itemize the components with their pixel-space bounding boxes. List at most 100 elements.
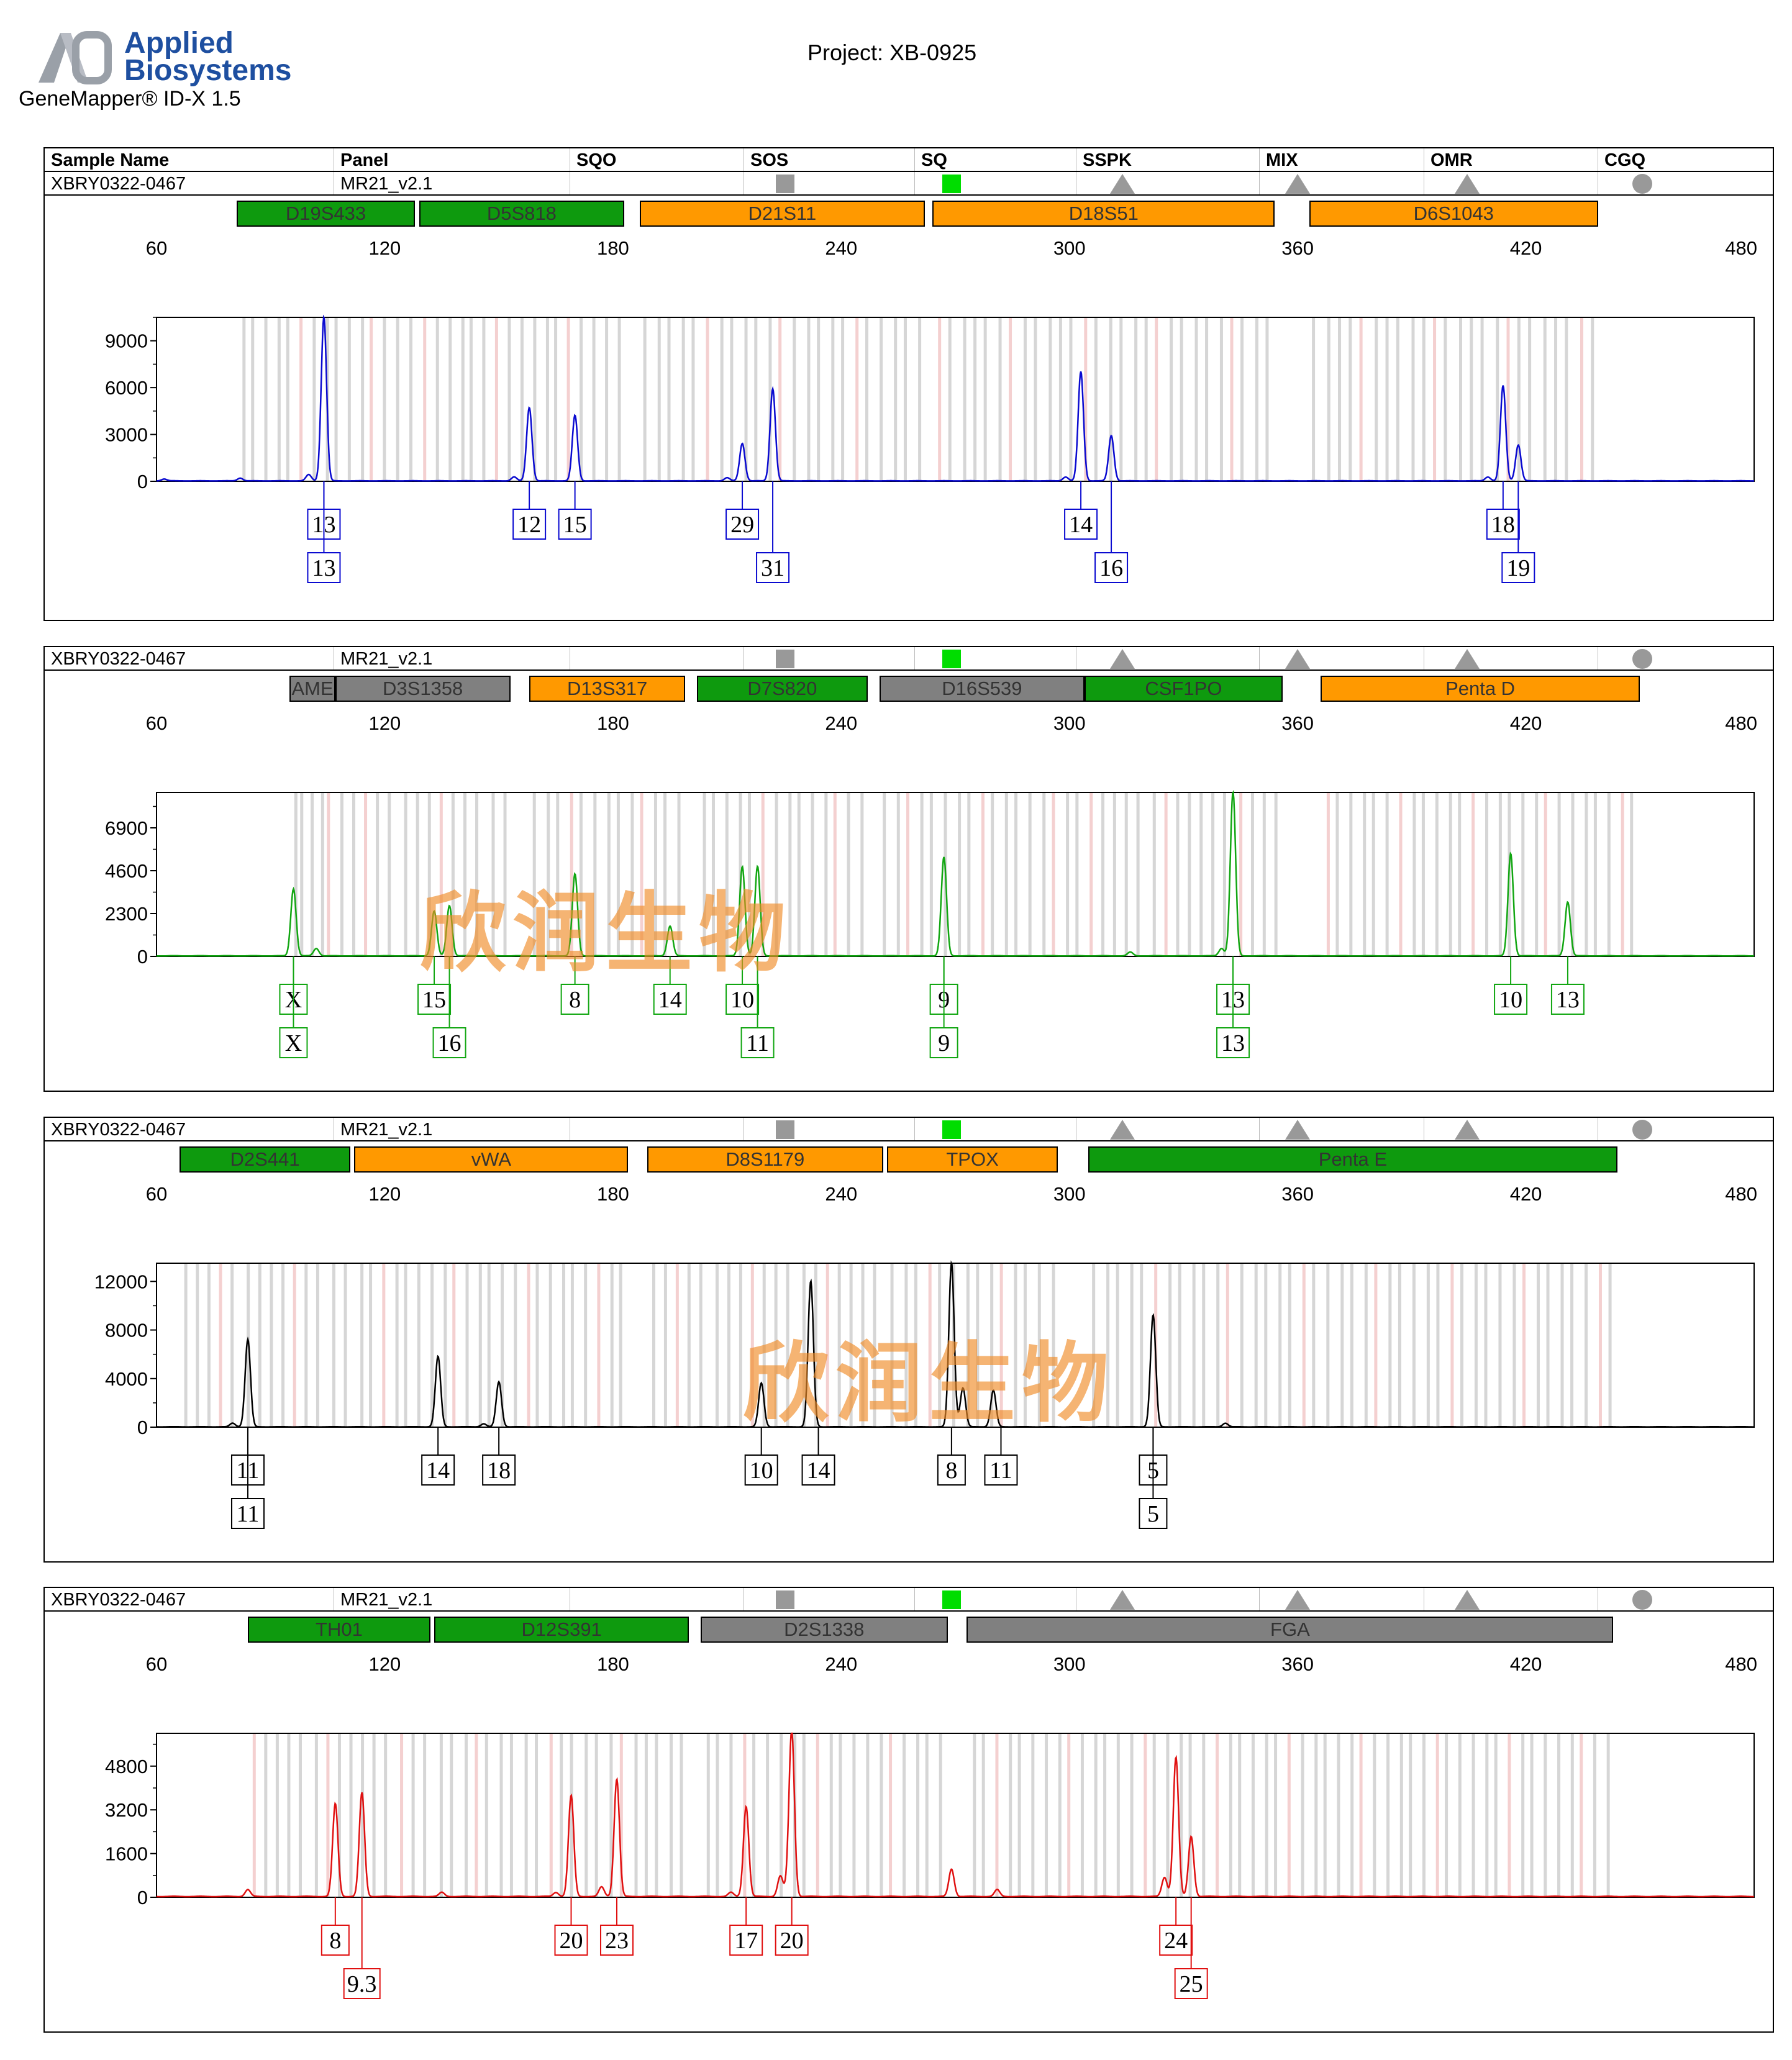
allele-bin-line bbox=[1536, 1263, 1540, 1427]
allele-bin-line bbox=[655, 1733, 658, 1897]
column-header-sq[interactable]: SQ bbox=[914, 148, 1076, 171]
allele-bin-line bbox=[1337, 1733, 1340, 1897]
allele-bin-line bbox=[1373, 1733, 1376, 1897]
allele-bin-line bbox=[314, 1733, 318, 1897]
allele-label: 9 bbox=[938, 1030, 950, 1056]
column-header-sqo[interactable]: SQO bbox=[570, 148, 744, 171]
allele-bin-line bbox=[450, 1733, 453, 1897]
allele-box bbox=[1174, 1968, 1208, 1999]
locus-marker[interactable]: D13S317 bbox=[529, 676, 686, 702]
column-header-mix[interactable]: MIX bbox=[1259, 148, 1424, 171]
column-header-cgq[interactable]: CGQ bbox=[1598, 148, 1775, 171]
quality-cell bbox=[1076, 172, 1259, 194]
cgq-status-circle-icon bbox=[1632, 174, 1652, 194]
locus-marker[interactable]: D6S1043 bbox=[1309, 201, 1598, 227]
locus-marker[interactable]: TPOX bbox=[886, 1146, 1058, 1173]
allele-bin-line bbox=[824, 792, 828, 956]
allele-bin-line bbox=[1411, 317, 1415, 481]
allele-bin-line bbox=[939, 1733, 942, 1897]
locus-marker[interactable]: D8S1179 bbox=[647, 1146, 883, 1173]
allele-call: 18 bbox=[482, 1427, 516, 1486]
column-header-sample-name[interactable]: Sample Name bbox=[51, 150, 170, 170]
allele-bin-line bbox=[918, 317, 922, 481]
allele-bin-line bbox=[1106, 1263, 1110, 1427]
quality-cell bbox=[914, 1588, 1076, 1610]
allele-bin-line bbox=[1585, 1263, 1588, 1427]
bin-virtual-line bbox=[761, 792, 765, 956]
bin-virtual-line bbox=[1326, 792, 1330, 956]
quality-cell bbox=[914, 1118, 1076, 1140]
locus-marker[interactable]: D5S818 bbox=[419, 201, 625, 227]
locus-marker[interactable]: AME bbox=[289, 676, 335, 702]
allele-bin-line bbox=[925, 1733, 929, 1897]
allele-bin-line bbox=[361, 317, 365, 481]
allele-bin-line bbox=[973, 1733, 976, 1897]
quality-cell bbox=[1259, 647, 1424, 669]
allele-bin-line bbox=[264, 1733, 268, 1897]
sample-info-row[interactable]: XBRY0322-0467 MR21_v2.1 bbox=[45, 1118, 1773, 1141]
locus-marker[interactable]: TH01 bbox=[247, 1617, 430, 1643]
x-tick-label: 60 bbox=[146, 1653, 167, 1675]
allele-box bbox=[1494, 984, 1528, 1015]
sample-info-row[interactable]: XBRY0322-0467 MR21_v2.1 bbox=[45, 647, 1773, 671]
quality-cell bbox=[570, 1118, 744, 1140]
quality-cell bbox=[1259, 1588, 1424, 1610]
locus-marker[interactable]: CSF1PO bbox=[1085, 676, 1283, 702]
allele-bin-line bbox=[643, 317, 647, 481]
locus-marker[interactable]: D19S433 bbox=[236, 201, 416, 227]
x-tick-label: 60 bbox=[146, 712, 167, 734]
allele-bin-line bbox=[580, 317, 583, 481]
allele-bin-line bbox=[524, 1733, 528, 1897]
allele-box bbox=[775, 1925, 809, 1956]
allele-box bbox=[230, 1498, 265, 1529]
locus-marker[interactable]: D12S391 bbox=[434, 1617, 689, 1643]
allele-bin-line bbox=[1409, 1733, 1412, 1897]
locus-marker[interactable]: D7S820 bbox=[696, 676, 868, 702]
allele-label: 31 bbox=[761, 555, 785, 581]
quality-cell bbox=[1259, 1118, 1424, 1140]
allele-bin-line bbox=[258, 1263, 262, 1427]
locus-marker[interactable]: D18S51 bbox=[932, 201, 1275, 227]
allele-bin-line bbox=[1180, 1733, 1183, 1897]
sample-info-row[interactable]: XBRY0322-0467 MR21_v2.1 bbox=[45, 172, 1773, 196]
locus-marker[interactable]: vWA bbox=[354, 1146, 629, 1173]
allele-box bbox=[558, 509, 592, 540]
allele-bin-line bbox=[1037, 1263, 1041, 1427]
allele-bin-line bbox=[1494, 1733, 1498, 1897]
x-tick-label: 420 bbox=[1510, 1183, 1542, 1205]
allele-bin-line bbox=[514, 1263, 517, 1427]
locus-marker[interactable]: Penta E bbox=[1088, 1146, 1617, 1173]
locus-marker[interactable]: Penta D bbox=[1320, 676, 1640, 702]
logo-word-biosystems: Biosystems bbox=[124, 54, 292, 87]
allele-bin-line bbox=[929, 792, 933, 956]
allele-bin-line bbox=[747, 792, 751, 956]
y-tick-label: 0 bbox=[137, 946, 148, 968]
allele-bin-line bbox=[1608, 1263, 1612, 1427]
allele-bin-line bbox=[1219, 317, 1223, 481]
column-header-omr[interactable]: OMR bbox=[1424, 148, 1598, 171]
column-header-panel[interactable]: Panel bbox=[334, 148, 570, 171]
electropherogram-red: 60 120 180 240 300 360 420 480016003200480089.3… bbox=[105, 1653, 1757, 1999]
allele-bin-line bbox=[465, 1733, 468, 1897]
allele-bin-line bbox=[545, 317, 549, 481]
locus-marker[interactable]: D2S441 bbox=[179, 1146, 351, 1173]
locus-marker[interactable]: D2S1338 bbox=[700, 1617, 948, 1643]
allele-bin-line bbox=[1375, 317, 1378, 481]
locus-marker[interactable]: D21S11 bbox=[639, 201, 925, 227]
allele-bin-line bbox=[469, 317, 473, 481]
column-header-sspk[interactable]: SSPK bbox=[1076, 148, 1259, 171]
panel-name: MR21_v2.1 bbox=[334, 647, 570, 669]
allele-bin-line bbox=[423, 1733, 427, 1897]
locus-marker[interactable]: D16S539 bbox=[879, 676, 1085, 702]
locus-marker[interactable]: FGA bbox=[966, 1617, 1614, 1643]
allele-bin-line bbox=[1528, 317, 1532, 481]
allele-box bbox=[1550, 984, 1585, 1015]
bin-virtual-line bbox=[1359, 1733, 1363, 1897]
sample-info-row[interactable]: XBRY0322-0467 MR21_v2.1 bbox=[45, 1588, 1773, 1612]
column-header-sos[interactable]: SOS bbox=[744, 148, 914, 171]
allele-bin-line bbox=[1116, 1263, 1119, 1427]
locus-marker[interactable]: D3S1358 bbox=[335, 676, 511, 702]
allele-bin-line bbox=[617, 317, 621, 481]
quality-cell bbox=[1424, 1118, 1598, 1140]
allele-call: 9.3 bbox=[343, 1897, 381, 1999]
